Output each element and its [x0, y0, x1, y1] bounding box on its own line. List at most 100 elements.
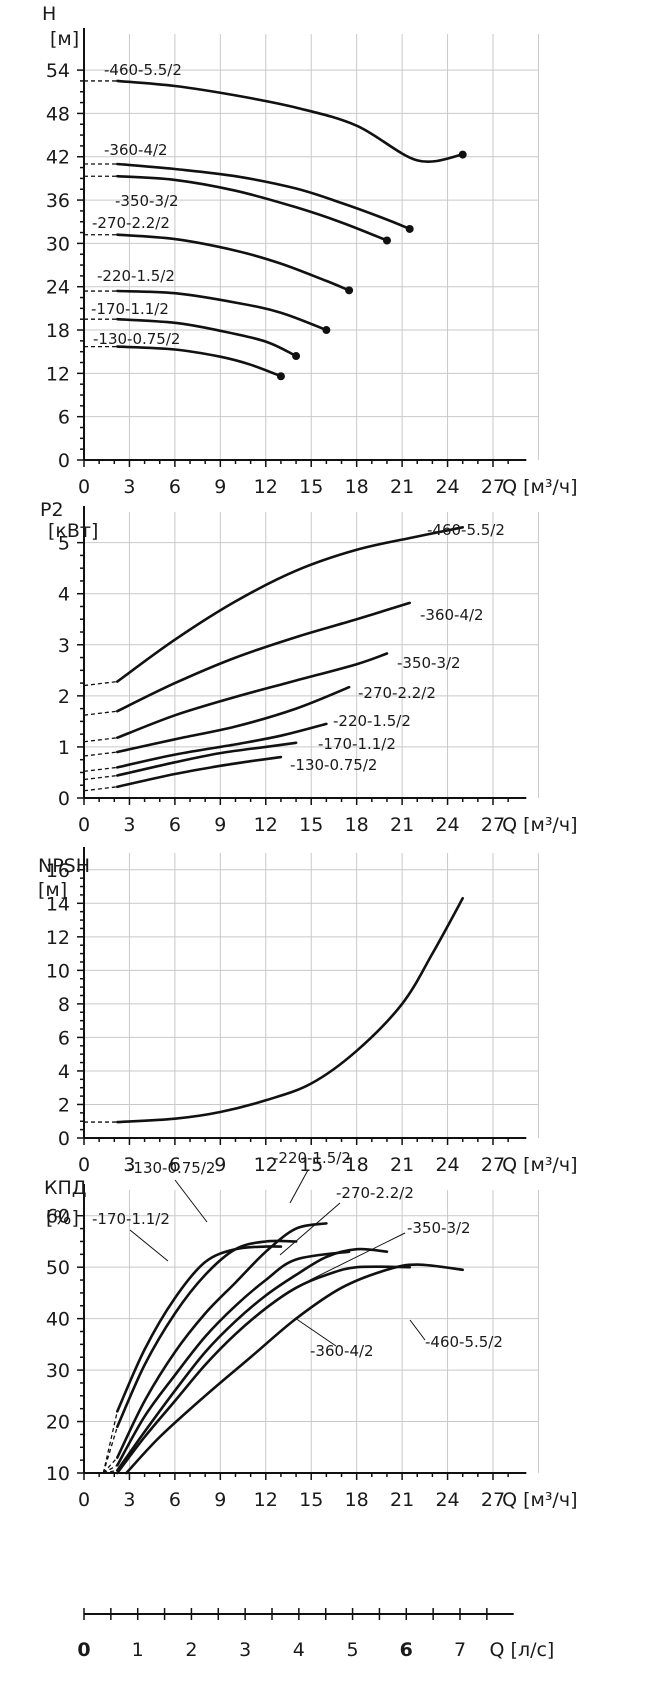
series-line: [116, 897, 464, 1124]
y-tick-label: 36: [46, 190, 70, 212]
y-tick-label: 4: [58, 1061, 70, 1083]
y-tick-label: 0: [58, 1128, 70, 1150]
series-line: [116, 1222, 328, 1459]
series-line: [116, 685, 351, 754]
x-tick-label: 0: [78, 1489, 90, 1511]
series-extension: [83, 774, 118, 781]
y-tick-label: 2: [58, 686, 70, 708]
x-tick-label: 12: [254, 476, 278, 498]
y-tick-label: 30: [46, 1360, 70, 1382]
series-line: [116, 317, 298, 358]
y-tick-label: 12: [46, 363, 70, 385]
y-axis-title: P2: [40, 499, 64, 521]
x-tick-label: 6: [169, 814, 181, 836]
y-tick-label: 6: [58, 407, 70, 429]
x-tick-label: 21: [390, 1489, 414, 1511]
x-axis-label: Q [м³/ч]: [502, 1154, 577, 1176]
y-tick-label: 3: [58, 635, 70, 657]
y-tick-label: 10: [46, 960, 70, 982]
series-label: -460-5.5/2: [427, 521, 505, 539]
y-tick-label: 18: [46, 320, 70, 342]
y-axis-title: КПД: [44, 1177, 87, 1199]
x-tick-label: 21: [390, 476, 414, 498]
x-tick-label: 27: [481, 476, 505, 498]
y-tick-label: 50: [46, 1257, 70, 1279]
series-end-point: [458, 150, 467, 159]
x-tick-label: 3: [123, 1154, 135, 1176]
series-label: -270-2.2/2: [358, 684, 436, 702]
series-label: -360-4/2: [310, 1342, 374, 1360]
series-extension: [83, 766, 118, 773]
label-leader-line: [129, 1229, 169, 1262]
series-end-point: [345, 286, 354, 295]
series-line: [116, 755, 283, 789]
x-axis-label: Q [м³/ч]: [502, 814, 577, 836]
x-tick-label: 0: [78, 1154, 90, 1176]
x-tick-label: 27: [481, 1489, 505, 1511]
series-extension: [83, 751, 118, 757]
y-tick-label: 1: [58, 737, 70, 759]
ls-tick-label: 7: [454, 1639, 466, 1661]
series-extension: [83, 737, 118, 743]
series-label: -220-1.5/2: [333, 712, 411, 730]
series-line: [116, 174, 389, 242]
series-line: [116, 741, 298, 777]
x-tick-label: 0: [78, 814, 90, 836]
x-tick-label: 9: [214, 1154, 226, 1176]
series-line: [116, 652, 389, 739]
x-tick-label: 3: [123, 476, 135, 498]
y-tick-label: 48: [46, 103, 70, 125]
label-leader-line: [174, 1179, 208, 1223]
x-tick-label: 18: [345, 476, 369, 498]
series-extension: [83, 710, 118, 716]
series-line: [116, 1247, 389, 1472]
x-axis-label: Q [м³/ч]: [502, 1489, 577, 1511]
y-tick-label: 54: [46, 60, 70, 82]
y-axis-unit: [м]: [38, 879, 67, 901]
x-tick-label: 9: [214, 476, 226, 498]
y-tick-label: 2: [58, 1094, 70, 1116]
label-leader-line: [279, 1202, 341, 1256]
x-tick-label: 0: [78, 476, 90, 498]
series-label: -130-0.75/2: [128, 1159, 215, 1177]
series-label: -220-1.5/2: [273, 1149, 351, 1167]
series-label: -170-1.1/2: [318, 735, 396, 753]
series-line: [116, 1239, 298, 1428]
label-leader-line: [409, 1319, 426, 1341]
y-tick-label: 30: [46, 233, 70, 255]
ls-tick-label: 5: [347, 1639, 359, 1661]
x-tick-label: 18: [345, 1489, 369, 1511]
x-tick-label: 27: [481, 1154, 505, 1176]
series-line: [116, 601, 411, 713]
x-tick-label: 15: [299, 814, 323, 836]
x-tick-label: 24: [435, 1489, 459, 1511]
series-line: [116, 79, 464, 163]
x-tick-label: 27: [481, 814, 505, 836]
y-axis-title: H: [42, 3, 56, 25]
series-end-point: [405, 224, 414, 233]
series-label: -360-4/2: [104, 141, 168, 159]
x-tick-label: 9: [214, 1489, 226, 1511]
y-axis-title: NPSH: [38, 855, 90, 877]
y-tick-label: 42: [46, 147, 70, 169]
x-tick-label: 3: [123, 814, 135, 836]
series-label: -360-4/2: [420, 606, 484, 624]
x-tick-label: 6: [169, 476, 181, 498]
y-axis-unit: [%]: [46, 1207, 79, 1229]
series-label: -460-5.5/2: [425, 1333, 503, 1351]
series-label: -270-2.2/2: [92, 214, 170, 232]
series-end-point: [276, 372, 285, 381]
series-line: [116, 162, 411, 231]
series-extension: [102, 1426, 118, 1474]
ls-tick-label: 3: [239, 1639, 251, 1661]
y-tick-label: 60: [46, 1206, 70, 1228]
y-tick-label: 0: [58, 788, 70, 810]
y-tick-label: 8: [58, 994, 70, 1016]
series-label: -170-1.1/2: [91, 300, 169, 318]
series-label: -270-2.2/2: [336, 1184, 414, 1202]
series-line: [116, 722, 328, 769]
x-tick-label: 21: [390, 1154, 414, 1176]
series-extension: [102, 1411, 118, 1474]
